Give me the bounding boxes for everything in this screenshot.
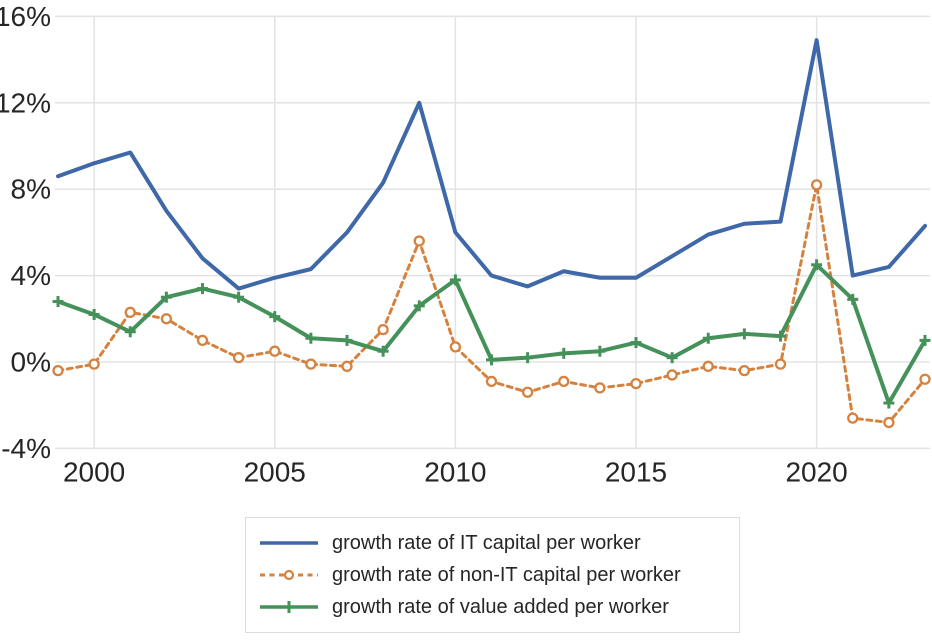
y-tick-label: 12% (0, 87, 51, 118)
non-it-capital-marker (558, 375, 570, 388)
non-it-capital-marker (485, 375, 498, 388)
non-it-capital-marker (521, 386, 534, 398)
non-it-capital-marker (883, 416, 895, 429)
non-it-capital-marker (702, 360, 714, 372)
y-tick-label: 4% (11, 260, 51, 291)
value-added-plus-line-swatch-icon (260, 601, 318, 613)
non-it-capital-marker (810, 179, 823, 191)
non-it-capital-marker (594, 382, 606, 394)
non-it-capital-dashed-line-swatch-icon (260, 569, 318, 581)
non-it-capital-marker (738, 364, 751, 377)
non-it-capital-marker (88, 358, 100, 370)
x-tick-label: 2010 (424, 457, 486, 488)
y-tick-label: 16% (0, 1, 51, 32)
non-it-capital-marker (666, 369, 678, 381)
legend-label-value-added: growth rate of value added per worker (332, 595, 669, 618)
legend-label-non-it-capital: growth rate of non-IT capital per worker (332, 563, 681, 586)
non-it-capital-marker (377, 323, 389, 336)
non-it-capital-marker (449, 341, 462, 353)
non-it-capital-marker (124, 306, 136, 318)
non-it-capital-marker (630, 377, 642, 390)
legend-label-it-capital: growth rate of IT capital per worker (332, 531, 641, 554)
non-it-capital-marker (847, 412, 859, 424)
non-it-capital-marker (269, 345, 281, 357)
it-capital-line (56, 38, 927, 291)
non-it-capital-marker (160, 313, 173, 325)
non-it-capital-marker (919, 373, 931, 385)
x-tick-label: 2000 (63, 457, 125, 488)
legend-item-value-added: growth rate of value added per worker (246, 595, 739, 620)
x-tick-label: 2020 (785, 457, 847, 488)
x-tick-label: 2015 (605, 457, 667, 488)
y-tick-label: 8% (11, 174, 51, 205)
y-tick-label: 0% (11, 347, 51, 378)
non-it-capital-marker (305, 358, 317, 370)
non-it-capital-marker (232, 352, 245, 364)
non-it-capital-marker (774, 358, 787, 370)
legend-box: growth rate of IT capital per worker gro… (245, 517, 740, 633)
non-it-capital-marker (341, 360, 353, 372)
x-tick-label: 2005 (244, 457, 306, 488)
legend-item-non-it-capital: growth rate of non-IT capital per worker (246, 563, 739, 588)
non-it-capital-marker (413, 235, 425, 247)
non-it-capital-marker (196, 334, 209, 347)
it-capital-line-swatch-icon (260, 541, 318, 545)
legend-item-it-capital: growth rate of IT capital per worker (246, 531, 739, 556)
y-tick-label: -4% (1, 433, 51, 464)
non-it-capital-marker (52, 364, 64, 377)
